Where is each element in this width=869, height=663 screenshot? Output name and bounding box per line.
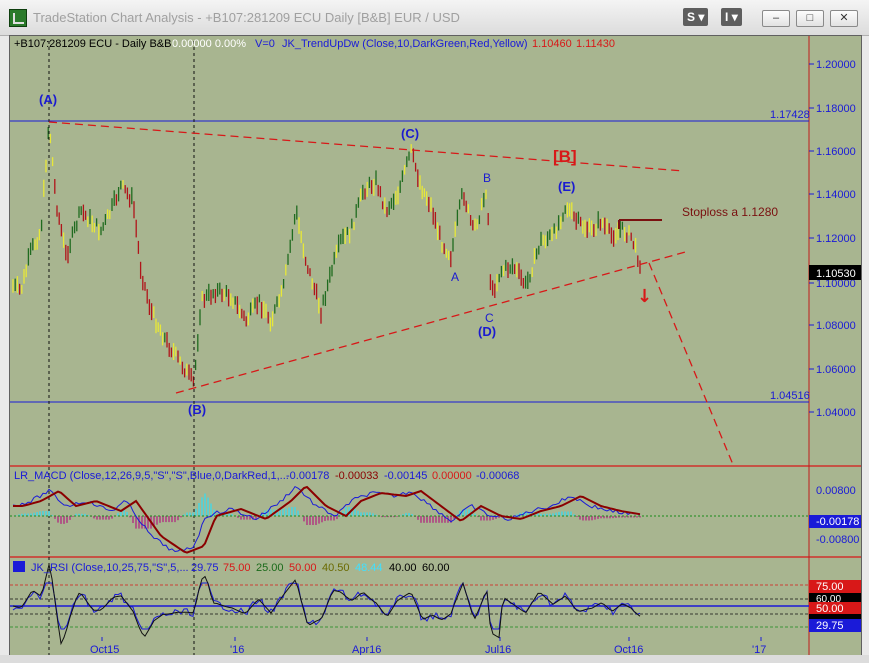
wave-label-small-b: B (483, 171, 491, 185)
wave-label-a: (A) (39, 92, 57, 107)
rsi-tag-60: 60.00 (816, 594, 841, 605)
restore-icon: □ (806, 12, 814, 24)
rsi-header-v1: 75.00 (223, 562, 251, 574)
rsi-tag-50: 50.00 (816, 603, 844, 615)
wave-label-b: (B) (188, 402, 206, 417)
rsi-smooth-line (12, 564, 641, 646)
rsi-header-v0: 29.75 (191, 562, 219, 574)
wave-label-b-bracket: [B] (553, 147, 577, 166)
minimize-icon: – (772, 12, 780, 24)
macd-header-v5: -0.00068 (476, 470, 519, 482)
wave-label-c: (C) (401, 126, 419, 141)
close-icon: ✕ (839, 12, 849, 24)
close-button[interactable]: ✕ (830, 10, 858, 27)
price-tick: 1.12000 (816, 233, 856, 245)
price-tick: 1.16000 (816, 146, 856, 158)
price-tick: 1.10000 (816, 278, 856, 290)
rsi-header-v4: 40.50 (322, 562, 350, 574)
time-label: Oct16 (614, 644, 643, 656)
dropdown-arrow-icon: ▾ (698, 10, 705, 24)
i-label: I (725, 10, 729, 24)
symbol-link-button[interactable]: S ▾ (683, 8, 709, 26)
macd-signal-line (13, 485, 641, 554)
price-tick: 1.14000 (816, 189, 856, 201)
macd-header-v3: -0.00145 (384, 470, 427, 482)
time-label: Jul16 (485, 644, 511, 656)
wave-label-e: (E) (558, 179, 575, 194)
s-label: S (687, 10, 696, 24)
wave-label-d: (D) (478, 324, 496, 339)
macd-header-v1: -0.00178 (286, 470, 329, 482)
macd-header-v4: 0.00000 (432, 470, 472, 482)
macd-axis-tick: -0.00800 (816, 534, 859, 546)
wave-label-small-c: C (485, 311, 494, 325)
rsi-header-v3: 50.00 (289, 562, 317, 574)
window-bottom-border (0, 655, 869, 663)
macd-line (12, 485, 641, 553)
breakdown-projection-line (648, 262, 735, 468)
lower-line-label: 1.04516 (770, 390, 810, 402)
price-header-indicator: JK_TrendUpDw (Close,10,DarkGreen,Red,Yel… (282, 38, 528, 50)
macd-axis-tick: 0.00800 (816, 485, 856, 497)
title-bar: TradeStation Chart Analysis - +B107:2812… (0, 0, 869, 36)
rsi-header-name: JK_RSI (Close,10,25,75,"S",5,... (31, 562, 189, 574)
macd-plot (10, 485, 809, 554)
down-arrow-icon: ↓ (637, 286, 652, 307)
rsi-tag-current: 29.75 (816, 620, 844, 632)
minimize-button[interactable]: – (762, 10, 790, 27)
time-label: Oct15 (90, 644, 119, 656)
time-label: Apr16 (352, 644, 381, 656)
tradestation-chart-icon (9, 9, 27, 27)
time-label: '16 (230, 644, 244, 656)
dropdown-arrow-icon: ▾ (731, 10, 738, 24)
macd-header-name: LR_MACD (Close,12,26,9,5,"S","S",Blue,0,… (14, 470, 289, 482)
window-title: TradeStation Chart Analysis - +B107:2812… (33, 10, 460, 25)
price-tick: 1.08000 (816, 320, 856, 332)
time-label: '17 (752, 644, 766, 656)
price-header-volume: V=0 (255, 38, 275, 50)
rsi-header-v2: 25.00 (256, 562, 284, 574)
current-price-tag: 1.10530 (816, 268, 856, 280)
price-tick: 1.20000 (816, 59, 856, 71)
price-tick: 1.06000 (816, 364, 856, 376)
price-bars (12, 127, 641, 387)
lower-trendline (175, 250, 690, 394)
interval-link-button[interactable]: I ▾ (721, 8, 742, 26)
price-header-val1: 1.10460 (532, 38, 572, 50)
wave-label-small-a: A (451, 270, 459, 284)
rsi-plot (12, 564, 641, 646)
chart-svg[interactable]: Stoploss a 1.1280 ↓ (A) (B) (C) (D) (E) … (10, 36, 861, 656)
macd-current-tag: -0.00178 (816, 516, 859, 528)
price-tick: 1.18000 (816, 103, 856, 115)
upper-line-label: 1.17428 (770, 109, 810, 121)
rsi-header-v6: 40.00 (389, 562, 417, 574)
price-header-symbol: +B107:281209 ECU - Daily B&B (14, 38, 171, 50)
chart-area[interactable]: Stoploss a 1.1280 ↓ (A) (B) (C) (D) (E) … (9, 35, 862, 657)
upper-trendline (48, 121, 685, 172)
restore-button[interactable]: □ (796, 10, 824, 27)
price-header-val2: 1.11430 (576, 38, 615, 50)
rsi-header-v7: 60.00 (422, 562, 450, 574)
price-tick: 1.04000 (816, 407, 856, 419)
macd-header-v2: -0.00033 (335, 470, 378, 482)
rsi-header-v5: 48.44 (355, 562, 383, 574)
rsi-tag-75: 75.00 (816, 581, 844, 593)
price-axis: 1.20000 1.18000 1.16000 1.14000 1.12000 … (816, 59, 856, 419)
stoploss-label: Stoploss a 1.1280 (682, 205, 778, 219)
price-header-change: 0.00000 0.00% (172, 38, 246, 50)
